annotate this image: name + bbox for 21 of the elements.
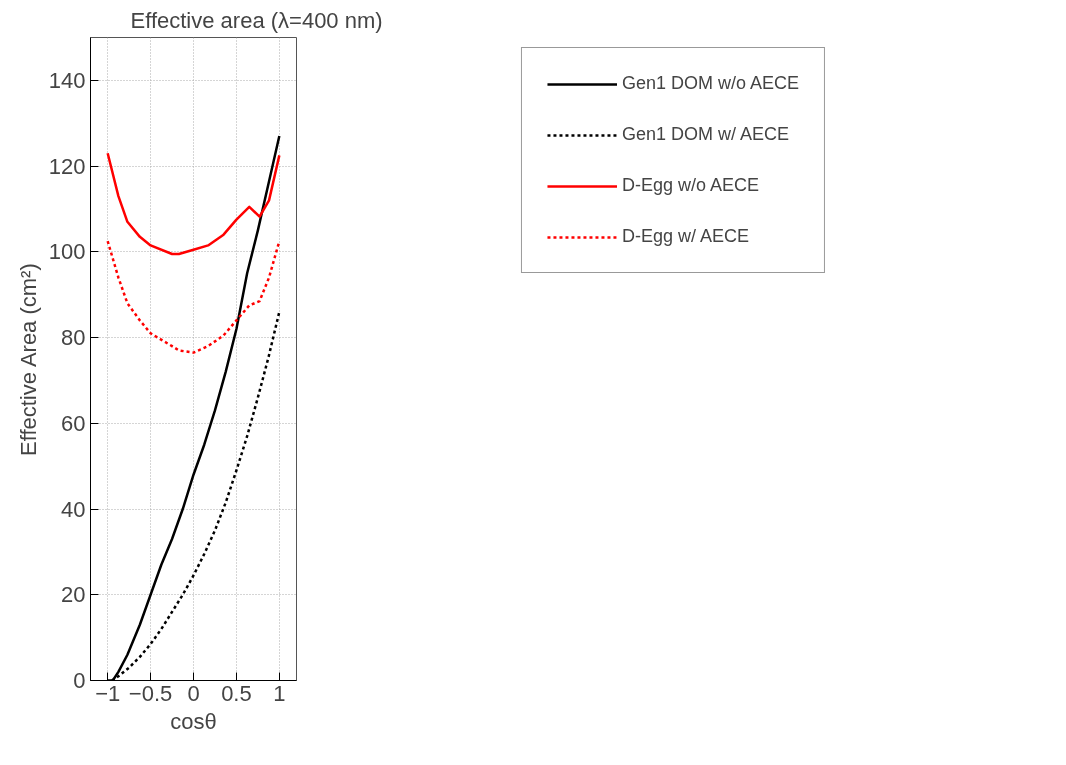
x-tick-label: 0 bbox=[187, 680, 200, 706]
x-tick-label: 0.5 bbox=[221, 680, 252, 706]
y-tick-label: 20 bbox=[61, 582, 86, 608]
y-axis-title: Effective Area (cm²) bbox=[15, 263, 41, 456]
y-tick-label: 140 bbox=[48, 67, 86, 93]
legend-label: D-Egg w/ AECE bbox=[621, 226, 750, 247]
legend-label: Gen1 DOM w/o AECE bbox=[621, 73, 800, 94]
x-tick-label: −0.5 bbox=[128, 680, 173, 706]
x-tick-label: −1 bbox=[95, 680, 121, 706]
x-axis-title: cosθ bbox=[170, 708, 217, 734]
chart-title: Effective area (λ=400 nm) bbox=[130, 7, 383, 33]
y-tick-label: 80 bbox=[61, 325, 86, 351]
y-tick-label: 60 bbox=[61, 410, 86, 436]
y-tick-label: 100 bbox=[48, 239, 86, 265]
y-tick-label: 120 bbox=[48, 153, 86, 179]
line-series bbox=[106, 239, 281, 354]
y-tick-label: 40 bbox=[61, 496, 86, 522]
x-tick-label: 1 bbox=[273, 680, 286, 706]
legend-label: D-Egg w/o AECE bbox=[621, 175, 760, 196]
line-series bbox=[106, 151, 281, 256]
legend-label: Gen1 DOM w/ AECE bbox=[621, 124, 790, 145]
